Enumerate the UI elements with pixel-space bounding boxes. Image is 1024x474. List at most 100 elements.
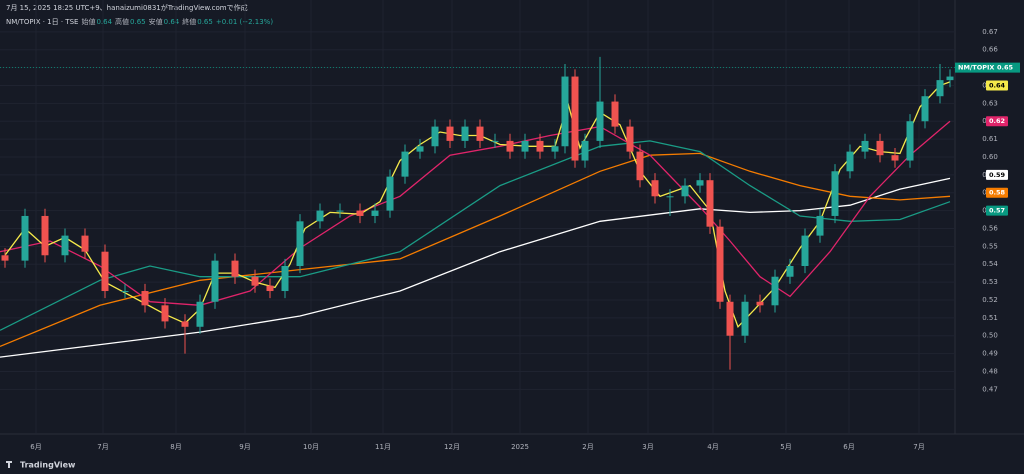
price-tag-value: 0.62 — [989, 117, 1005, 125]
x-tick-label: 5月 — [780, 443, 791, 451]
candle-body — [101, 251, 109, 292]
candle-body — [536, 140, 544, 152]
x-tick-label: 6月 — [843, 443, 854, 451]
candle-body — [196, 301, 204, 327]
candle-body — [521, 140, 529, 152]
price-tag — [986, 80, 1008, 91]
candle-body — [681, 185, 689, 197]
price-tag — [986, 187, 1008, 198]
legend-text: 0.65 — [130, 18, 146, 26]
x-tick-label: 10月 — [303, 443, 319, 451]
candle-body — [491, 140, 499, 142]
candle-body — [356, 210, 364, 216]
candle-body — [936, 80, 944, 97]
legend: NM/TOPIX · 1日 · TSE 始値 0.64 高値 0.65 安値 0.64 終値 0… — [6, 17, 273, 26]
x-tick-label: 6月 — [30, 443, 41, 451]
candle-body — [141, 291, 149, 306]
footer: TradingView — [20, 461, 76, 470]
candle-body — [921, 96, 929, 122]
candle-body — [231, 260, 239, 277]
candle-body — [946, 76, 954, 81]
candle-body — [626, 126, 634, 152]
candle-body — [371, 210, 379, 216]
candle-body — [861, 140, 869, 152]
candle-body — [906, 121, 914, 161]
legend-text: 0.65 — [197, 18, 213, 26]
legend-text: 高値 — [115, 17, 129, 26]
y-tick-label: 0.53 — [982, 278, 998, 286]
header: 7月 15, 2025 18:25 UTC+9、hanaizumi0831がTr… — [6, 3, 248, 12]
price-tag — [986, 169, 1008, 180]
y-tick-label: 0.56 — [982, 224, 998, 232]
candle-body — [461, 126, 469, 141]
y-tick-label: 0.48 — [982, 367, 998, 375]
candle-body — [716, 226, 724, 302]
candle-body — [831, 171, 839, 216]
legend-text: 0.64 — [96, 18, 112, 26]
candle-body — [316, 210, 324, 222]
candle-body — [696, 180, 704, 186]
candle-body — [446, 126, 454, 141]
price-tag-value: 0.59 — [989, 171, 1006, 179]
price-tag — [986, 205, 1008, 216]
candle-body — [431, 126, 439, 147]
candle-body — [706, 180, 714, 227]
candle-body — [476, 126, 484, 141]
candle-body — [801, 235, 809, 266]
candle-body — [296, 221, 304, 266]
x-tick-label: 7月 — [913, 443, 924, 451]
candle-body — [281, 266, 289, 292]
x-tick-label: 12月 — [444, 443, 460, 451]
candle-body — [161, 305, 169, 322]
price-tag — [986, 116, 1008, 127]
price-tag-value: 0.58 — [989, 189, 1006, 197]
logo — [6, 461, 12, 468]
x-tick-label: 8月 — [170, 443, 181, 451]
candle-body — [251, 276, 259, 286]
candle-body — [816, 215, 824, 236]
legend-text: NM/TOPIX · 1日 · TSE — [6, 18, 78, 26]
candle-body — [786, 266, 794, 277]
y-tick-label: 0.67 — [982, 28, 998, 36]
candle-body — [181, 321, 189, 327]
y-tick-label: 0.55 — [982, 242, 998, 250]
y-tick-label: 0.54 — [982, 260, 998, 268]
legend-text: 0.64 — [164, 18, 180, 26]
last-price-name: NM/TOPIX — [958, 64, 994, 72]
x-tick-label: 9月 — [239, 443, 250, 451]
last-price-tag — [955, 62, 1020, 73]
x-tick-label: 11月 — [375, 443, 391, 451]
candle-body — [266, 285, 274, 292]
candle-body — [506, 140, 514, 152]
legend-text: 終値 — [182, 17, 196, 26]
candle-body — [1, 255, 9, 261]
x-tick-label: 3月 — [642, 443, 653, 451]
x-tick-label: 4月 — [707, 443, 718, 451]
candle-body — [611, 101, 619, 127]
candle-body — [771, 276, 779, 306]
legend-text: 始値 — [81, 17, 95, 26]
candle-body — [561, 76, 569, 147]
y-tick-label: 0.52 — [982, 296, 998, 304]
candle-body — [41, 215, 49, 256]
y-tick-label: 0.50 — [982, 332, 998, 340]
candle-body — [401, 151, 409, 177]
last-price-value: 0.65 — [997, 64, 1014, 72]
y-tick-label: 0.47 — [982, 385, 998, 393]
y-tick-label: 0.66 — [982, 46, 998, 54]
candle-body — [416, 146, 424, 152]
candle-body — [551, 146, 559, 152]
y-tick-label: 0.60 — [982, 153, 998, 161]
candle-body — [121, 291, 129, 293]
candle-body — [336, 210, 344, 212]
x-tick-label: 2025 — [511, 443, 529, 451]
candle-body — [636, 151, 644, 181]
candle-body — [571, 76, 579, 161]
x-tick-label: 7月 — [97, 443, 108, 451]
candle-body — [386, 176, 394, 211]
candle-body — [876, 140, 884, 156]
candle-body — [61, 235, 69, 256]
candle-body — [891, 155, 899, 161]
